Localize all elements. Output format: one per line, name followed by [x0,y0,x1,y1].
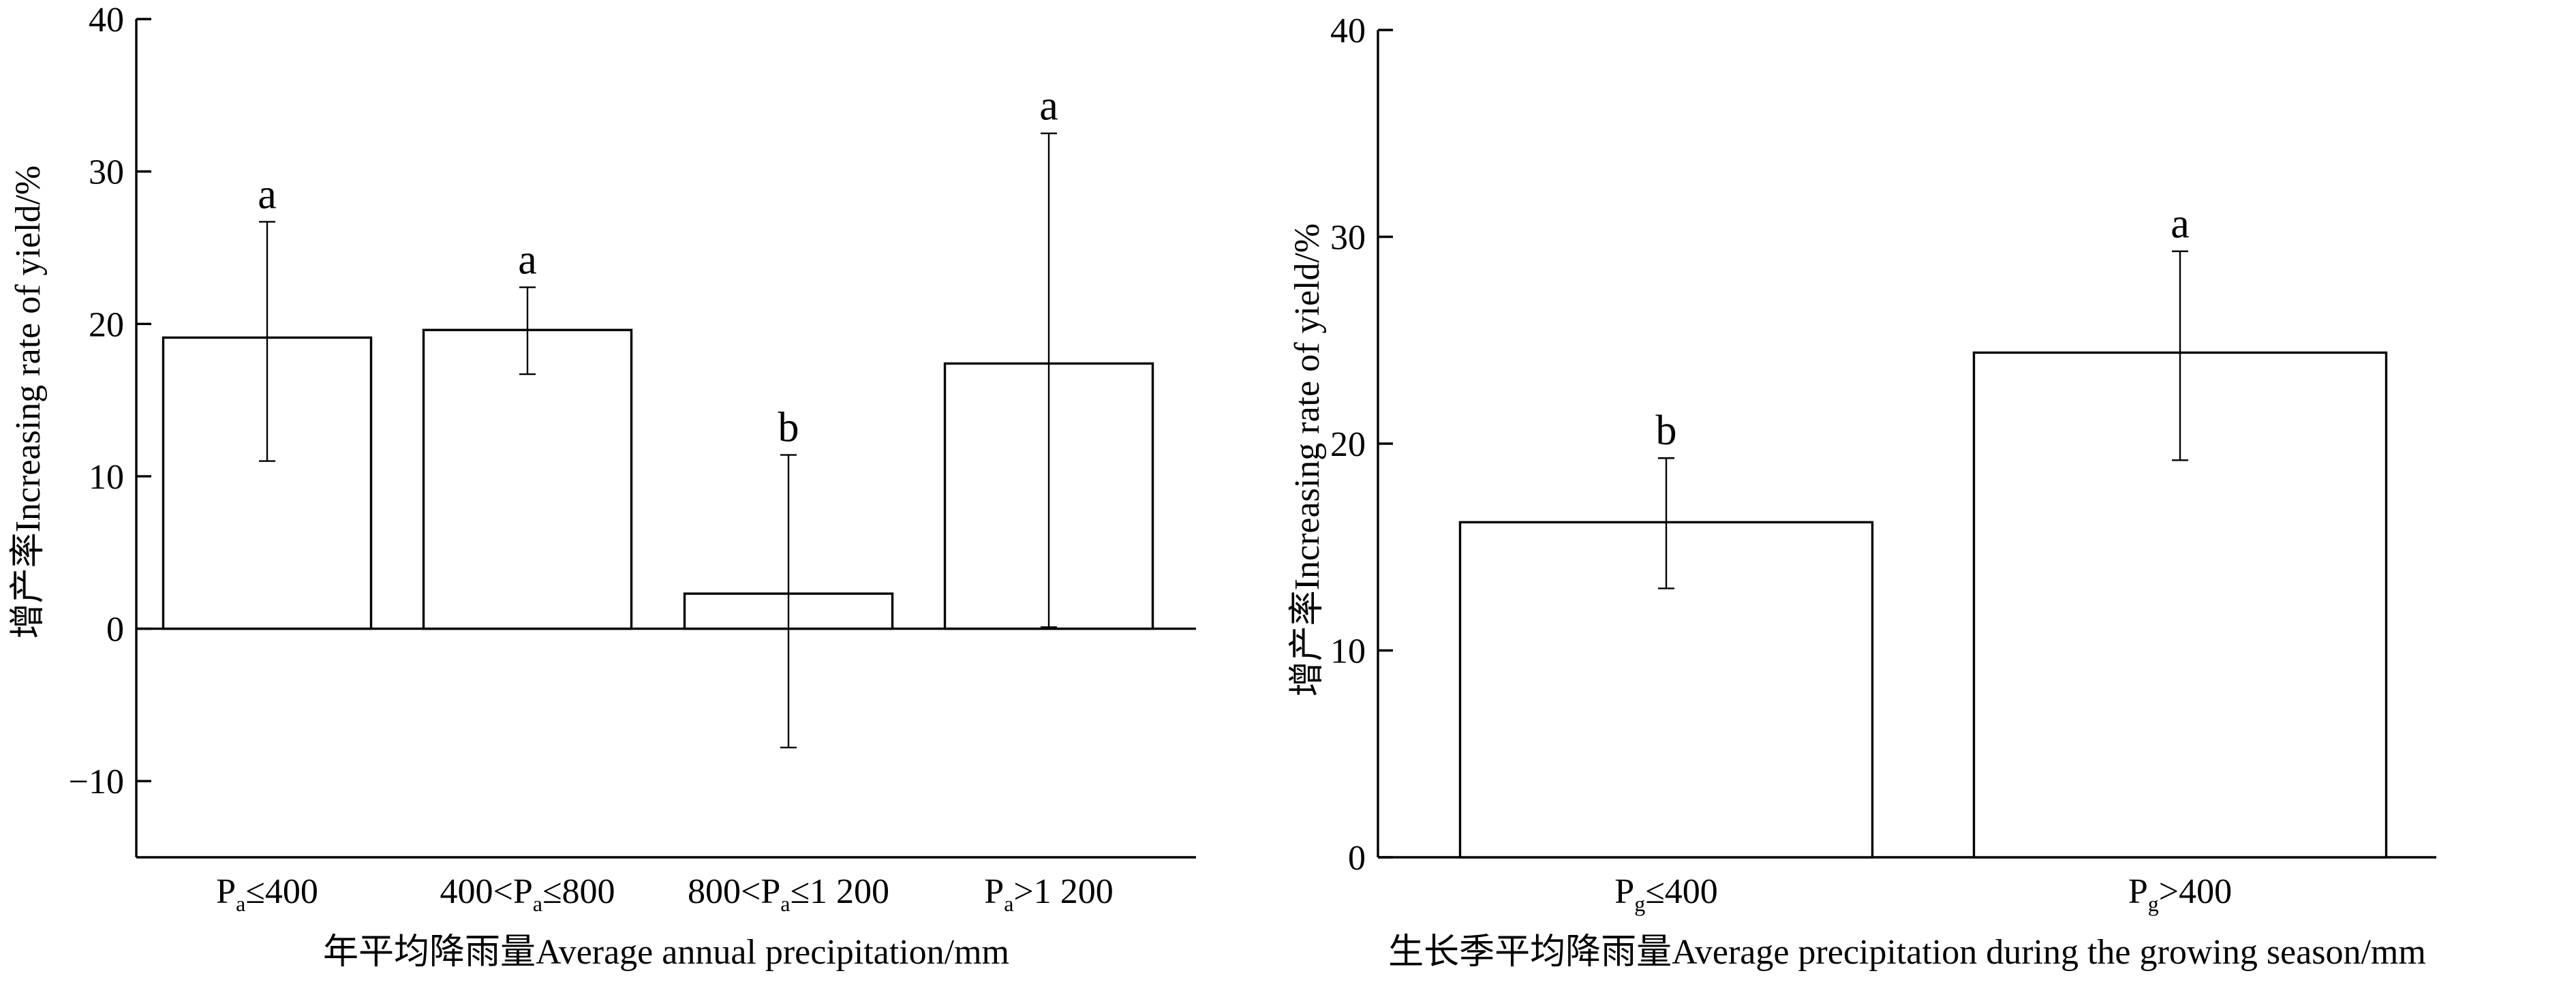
bar [422,328,633,630]
category-label: 800<Pa≤1 200 [688,872,889,916]
category-label: Pa≤400 [216,872,318,916]
y-tick-label: 10 [89,458,124,497]
y-tick-label: 40 [1330,12,1366,50]
y-tick-label: 0 [106,611,124,649]
significance-label: b [778,405,799,451]
significance-label: b [1656,408,1677,454]
y-tick-label: 0 [1348,839,1366,878]
x-axis-title: 年平均降雨量Average annual precipitation/mm [323,933,1009,972]
category-label: Pg>400 [2128,872,2232,916]
chart-growing-season-precipitation: 0 10 20 30 40 b Pg≤400 a Pg>400 生长季平均降雨量Average p… [1288,12,2436,972]
category-label: Pg≤400 [1614,872,1717,916]
category-label: 400<Pa≤800 [440,872,615,916]
category-label: Pa>1 200 [984,872,1113,916]
y-tick-label: 40 [89,1,124,40]
chart-annual-precipitation: −10 0 10 20 30 40 a Pa≤400 a 400<Pa≤800 b 800<Pa≤1 … [9,1,1196,972]
y-axis-title: 增产率Increasing rate of yield/% [9,166,48,639]
x-axis-title: 生长季平均降雨量Average precipitation during the… [1388,933,2426,972]
y-tick-label: 30 [1330,219,1366,258]
y-axis-title: 增产率Increasing rate of yield/% [1288,224,1327,697]
y-tick-label: 30 [89,153,124,192]
y-tick-label: −10 [69,763,124,801]
significance-label: a [2171,201,2190,247]
significance-label: a [1039,83,1058,129]
y-tick-label: 20 [1330,425,1366,464]
significance-label: a [258,171,277,217]
y-tick-label: 10 [1330,632,1366,671]
significance-label: a [518,237,537,283]
y-tick-label: 20 [89,305,124,344]
